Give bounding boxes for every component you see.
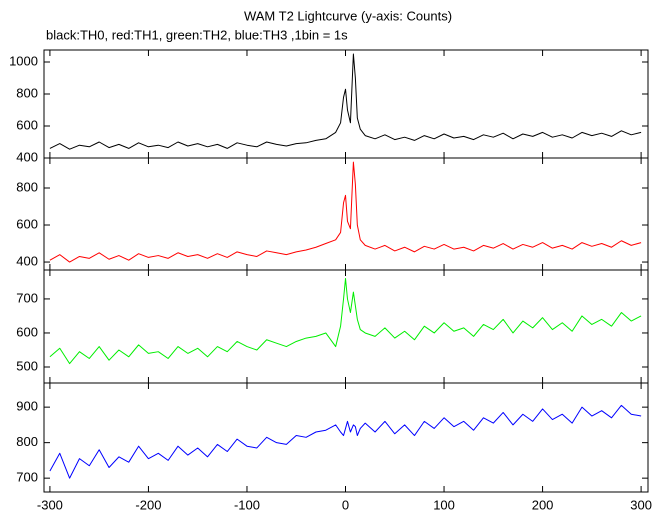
y-tick-label: 800 [16,179,38,194]
y-tick-label: 600 [16,216,38,231]
y-tick-label: 400 [16,149,38,164]
light-curve [49,404,642,479]
x-tick-label: 100 [433,497,455,512]
x-tick-label: -100 [234,497,260,512]
light-curve [49,161,642,263]
y-tick-label: 1000 [9,53,38,68]
panel-frame [43,157,649,271]
y-tick-label: 800 [16,85,38,100]
x-tick-label: 0 [342,497,349,512]
panel-frame [43,382,649,493]
x-tick-label: 300 [630,497,652,512]
x-tick-label: -300 [37,497,63,512]
light-curve [49,278,642,365]
chart-subtitle: black:TH0, red:TH1, green:TH2, blue:TH3 … [46,27,348,42]
y-tick-label: 600 [16,117,38,132]
x-tick-label: 200 [532,497,554,512]
y-tick-label: 800 [16,434,38,449]
y-tick-label: 900 [16,399,38,414]
light-curve [49,53,642,150]
chart-title: WAM T2 Lightcurve (y-axis: Counts) [244,8,452,23]
y-tick-label: 500 [16,358,38,373]
x-tick-label: -200 [135,497,161,512]
y-tick-label: 400 [16,253,38,268]
panel-frame [43,49,649,159]
y-tick-label: 700 [16,470,38,485]
y-tick-label: 600 [16,324,38,339]
y-tick-label: 700 [16,290,38,305]
